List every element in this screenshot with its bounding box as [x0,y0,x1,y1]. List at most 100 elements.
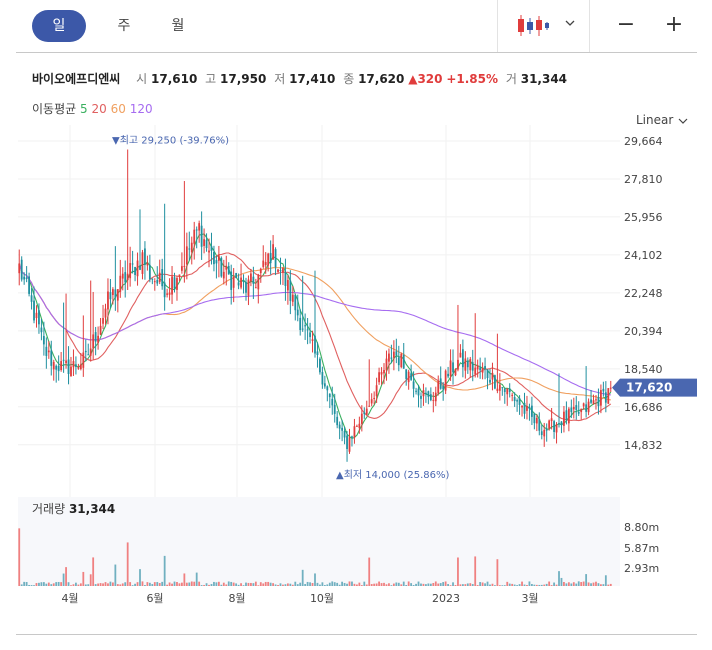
candle [570,399,573,419]
ma-label: 이동평균 [32,102,77,116]
candle [92,291,95,360]
volume-bar [198,581,201,586]
volume-bar [294,581,297,586]
volume-bar [575,583,578,586]
candle [116,289,119,313]
ma120-legend[interactable]: 120 [129,102,153,116]
volume-bar [331,581,334,586]
high-label: 고 [205,72,217,86]
volume-bar [370,584,373,586]
candle [447,366,449,379]
zoom-in-button[interactable]: + [664,12,684,37]
volume-bar [40,582,43,586]
y-tick-label: 25,956 [624,211,663,224]
candle [550,407,553,430]
volume-bar [97,583,100,586]
volume-bar [181,582,183,586]
candle [20,256,23,282]
volume-bar [259,582,262,586]
volume-bar [304,584,307,586]
candle [471,349,474,382]
candle [375,377,378,404]
volume-bar [570,583,573,586]
volume-bar [437,583,440,586]
volume-bar [77,584,80,586]
volume-bar [114,564,117,586]
y-tick-label: 18,540 [624,363,663,376]
candle [360,405,363,432]
scale-selector[interactable]: Linear [636,113,689,127]
volume-bar [141,581,144,586]
volume-bar [210,584,213,586]
zoom-out-button[interactable]: − [616,12,636,37]
volume-bar [543,584,546,586]
volume-bar [257,585,260,586]
candle [131,250,134,274]
candle [198,220,201,243]
y-tick-label: 29,664 [624,135,663,148]
candle [213,245,215,272]
volume-bar [397,582,400,586]
ma20-legend[interactable]: 20 [91,102,107,116]
volume-bar [385,584,388,586]
tab-week[interactable]: 주 [117,18,131,34]
volume-bar [284,584,287,586]
volume-bar [102,583,104,586]
volume-bar [286,583,289,586]
volume-panel-title: 거래량 31,344 [32,502,115,516]
candle [592,394,595,405]
ma5-legend[interactable]: 5 [80,102,88,116]
ma60-legend[interactable]: 60 [110,102,126,116]
volume-bar [75,582,77,586]
volume-bar [494,585,496,586]
candle [176,276,178,301]
candle [190,236,193,265]
volume-bar [299,582,302,586]
volume-bar [87,584,90,586]
volume-bar [242,585,245,586]
volume-bar [247,582,250,586]
candle [454,368,457,377]
candle [225,255,228,286]
volume-bar [513,584,516,586]
volume-bar [166,584,169,586]
candle [33,286,35,324]
candle [373,391,376,405]
candle [102,304,104,330]
volume-bar [597,583,600,586]
candle [363,407,366,419]
candle [604,381,607,413]
volume-bar [489,584,491,586]
candle [146,255,149,271]
tab-day[interactable]: 일 [32,10,86,42]
volume-bar [314,573,316,586]
volume-bar [592,582,595,586]
volume-bar [190,581,193,586]
candle [331,386,334,415]
volume-bar [553,582,555,586]
volume-bar [580,582,583,586]
volume-bar [28,584,30,586]
candle [222,259,225,285]
volume-bar [306,581,309,586]
candle [395,338,398,364]
candle [563,406,565,433]
volume-bar [368,557,371,586]
tab-month[interactable]: 월 [171,18,185,34]
volume-bar [516,585,519,586]
candle [35,305,38,328]
volume-bar [540,584,543,586]
candle [444,369,447,395]
chart-type-selector[interactable] [516,12,596,40]
candle [405,369,408,386]
stock-name: 바이오에프디엔씨 [32,72,121,86]
chevron-down-icon [565,20,575,26]
volume-bar [341,581,344,586]
volume-bar [107,583,109,586]
volume-bar [555,584,558,586]
candle [538,412,541,436]
volume-bar [23,581,26,586]
candle [62,302,65,373]
candle [72,349,75,376]
